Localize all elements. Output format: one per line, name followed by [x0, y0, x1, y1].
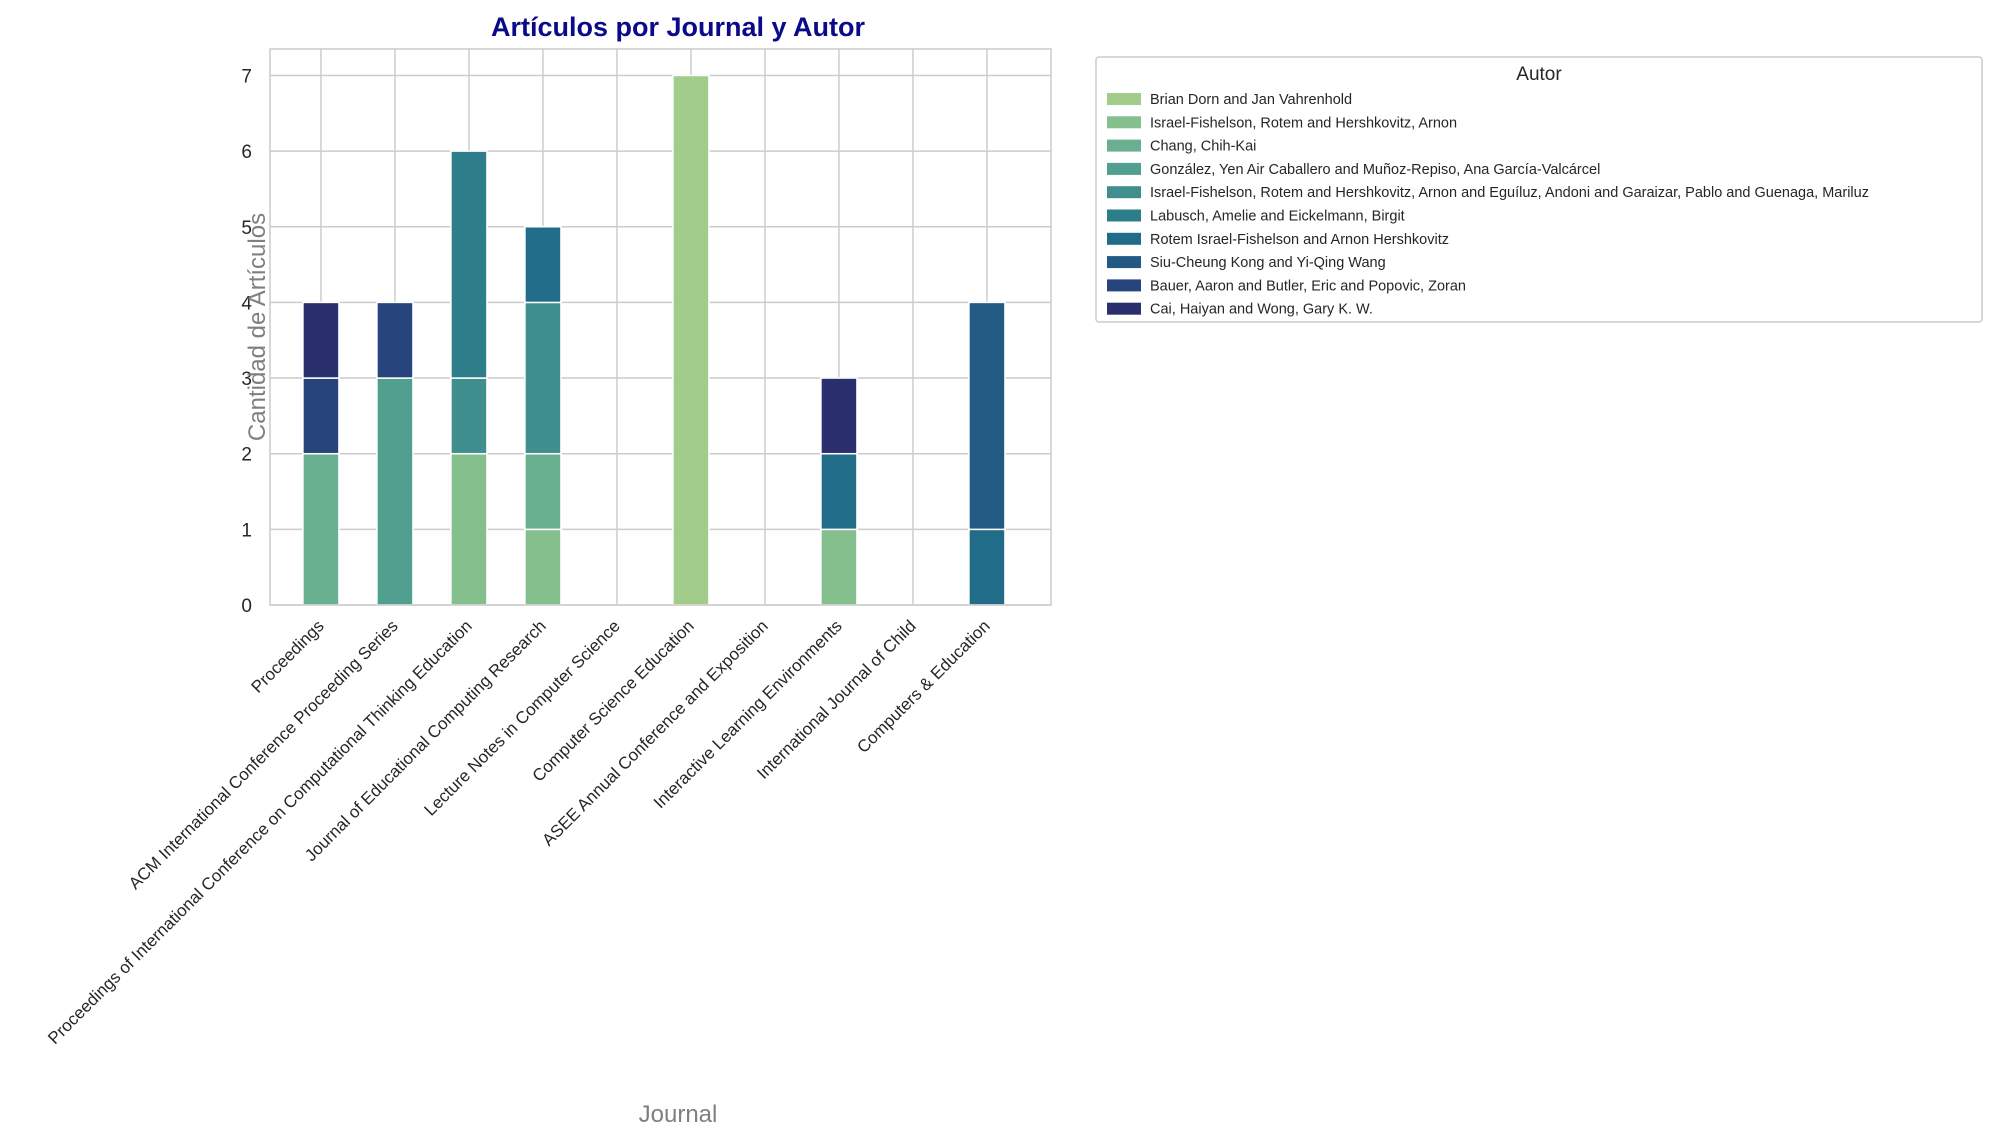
bar-segment	[450, 452, 488, 606]
legend-label: Siu-Cheung Kong and Yi-Qing Wang	[1150, 255, 1386, 271]
x-tick-label: Proceedings	[247, 616, 327, 696]
legend-label: González, Yen Air Caballero and Muñoz-Re…	[1150, 162, 1600, 178]
legend-frame	[1095, 56, 1983, 323]
y-tick-label: 4	[241, 293, 252, 314]
bar-segment	[968, 301, 1006, 531]
y-tick-label: 5	[241, 218, 252, 239]
legend-swatch	[1107, 139, 1141, 152]
legend-swatch	[1107, 186, 1141, 199]
y-tick-label: 0	[241, 596, 252, 617]
y-tick-labels: 0 1 2 3 4 5 6 7	[241, 66, 252, 617]
bar-segment	[302, 301, 340, 379]
legend-label: Chang, Chih-Kai	[1150, 139, 1256, 155]
bar-segment	[376, 377, 414, 606]
legend-swatch	[1107, 232, 1141, 245]
legend-swatch	[1107, 93, 1141, 105]
bar-segment	[524, 452, 562, 531]
legend-swatch	[1107, 279, 1141, 292]
legend-label: Bauer, Aaron and Butler, Eric and Popovi…	[1150, 278, 1466, 294]
y-tick-label: 2	[241, 445, 252, 466]
y-tick-label: 1	[241, 520, 252, 541]
plot-area-frame	[269, 48, 1052, 606]
x-axis-label: Journal	[639, 1101, 718, 1128]
y-axis-label: Cantidad de Artículos	[244, 213, 271, 441]
y-tick-label: 6	[241, 142, 252, 163]
x-tick-label: Computers & Education	[853, 616, 993, 756]
bar-segment	[376, 301, 414, 379]
chart-title: Artículos por Journal y Autor	[491, 12, 866, 42]
bar-segment	[524, 528, 562, 606]
bars	[302, 74, 1006, 606]
legend: Autor Brian Dorn and Jan Vahrenhold Israe…	[1095, 56, 1983, 323]
bar-segment	[820, 452, 858, 531]
legend-label: Israel-Fishelson, Rotem and Hershkovitz,…	[1150, 185, 1869, 201]
legend-swatch	[1107, 302, 1141, 315]
bar-segment	[968, 528, 1006, 606]
x-tick-label: ACM International Conference Proceeding …	[125, 616, 402, 893]
bar-segment	[672, 74, 710, 606]
bar-segment	[450, 377, 488, 455]
bar-segment	[524, 226, 562, 304]
bar-segment	[302, 452, 340, 606]
legend-title: Autor	[1516, 64, 1562, 85]
x-tick-label: International Journal of Child	[753, 616, 919, 782]
bar-segment	[820, 377, 858, 455]
bar-segment	[820, 528, 858, 606]
legend-label: Labusch, Amelie and Eickelmann, Birgit	[1150, 209, 1405, 225]
legend-swatch	[1107, 116, 1141, 129]
legend-items: Brian Dorn and Jan Vahrenhold Israel-Fish…	[1107, 92, 1869, 318]
legend-label: Brian Dorn and Jan Vahrenhold	[1150, 92, 1352, 108]
legend-label: Israel-Fishelson, Rotem and Hershkovitz,…	[1150, 115, 1457, 131]
legend-swatch	[1107, 209, 1141, 222]
legend-swatch	[1107, 162, 1141, 175]
bar-segment	[450, 150, 488, 379]
bar-segment	[524, 301, 562, 455]
legend-label: Rotem Israel-Fishelson and Arnon Hershko…	[1150, 232, 1449, 248]
legend-swatch	[1107, 256, 1141, 269]
bar-segment	[302, 377, 340, 455]
y-tick-label: 7	[241, 66, 252, 87]
legend-label: Cai, Haiyan and Wong, Gary K. W.	[1150, 302, 1373, 318]
y-tick-label: 3	[241, 369, 252, 390]
